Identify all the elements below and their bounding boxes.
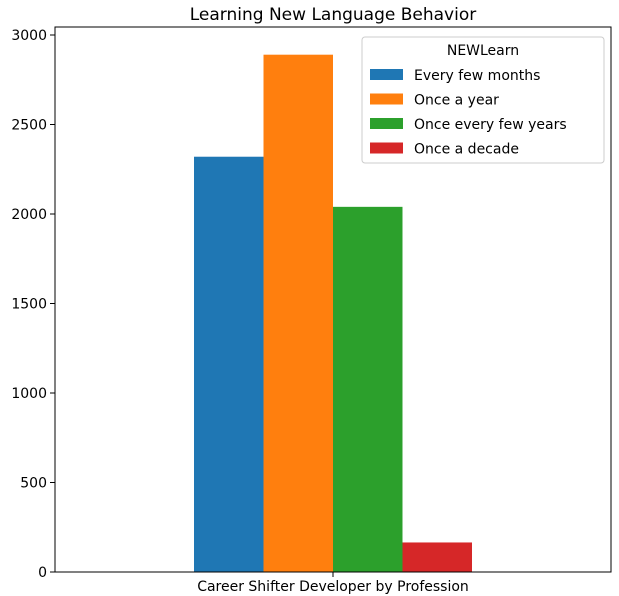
bar-once-every-few-years bbox=[333, 206, 403, 572]
legend-title: NEWLearn bbox=[447, 43, 519, 59]
legend-entry-label: Every few months bbox=[414, 68, 540, 84]
legend-swatch bbox=[370, 93, 403, 105]
bar-once-a-decade bbox=[402, 542, 472, 572]
legend-swatch bbox=[370, 69, 403, 80]
legend-swatch bbox=[370, 118, 403, 129]
y-tick-label: 3000 bbox=[11, 28, 47, 44]
legend: NEWLearn Every few months Once a year Once … bbox=[361, 36, 605, 164]
legend-box bbox=[361, 36, 605, 164]
chart-title: Learning New Language Behavior bbox=[190, 5, 476, 25]
y-tick-label: 1500 bbox=[11, 297, 47, 313]
y-tick-label: 1000 bbox=[11, 386, 47, 402]
legend-swatch bbox=[370, 142, 403, 154]
legend-entry-label: Once a decade bbox=[414, 142, 519, 158]
legend-entry-label: Once a year bbox=[414, 93, 499, 109]
plot-area: 0 500 1000 1500 2000 2500 3000 Career Shifter D… bbox=[11, 26, 612, 595]
y-tick-label: 500 bbox=[20, 476, 47, 492]
bar-once-a-year bbox=[263, 54, 333, 572]
y-tick-label: 2000 bbox=[11, 207, 47, 223]
bar-every-few-months bbox=[194, 156, 264, 572]
x-tick-label: Career Shifter Developer by Profession bbox=[197, 579, 469, 595]
y-tick-label: 0 bbox=[38, 565, 47, 581]
y-tick-label: 2500 bbox=[11, 118, 47, 134]
legend-entry-label: Once every few years bbox=[414, 117, 567, 133]
